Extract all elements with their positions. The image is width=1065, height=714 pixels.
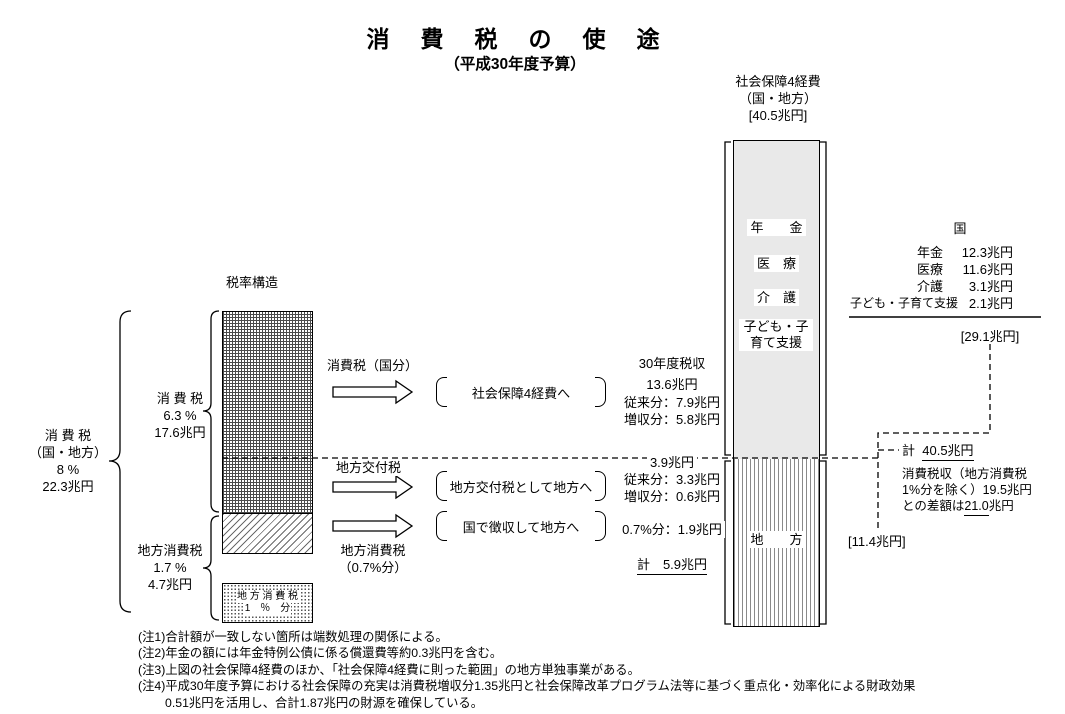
footnotes: (注1)合計額が一致しない箇所は端数処理の関係による。 (注2)年金の額には年金… xyxy=(138,629,1048,711)
flow-arrow-local xyxy=(332,513,414,539)
destination-label: 国で徴収して地方へ xyxy=(462,519,580,535)
flow-arrow-kofu xyxy=(332,474,414,500)
footnote-4: (注4)平成30年度予算における社会保障の充実は消費税増収分1.35兆円と社会保… xyxy=(138,679,916,694)
expense-bar-heading-line2: （国・地方） xyxy=(738,91,817,106)
diff-note-pre: 消費税収（地方消費税1%分を除く）19.5兆円との差額は xyxy=(902,467,1032,513)
breakdown-row-value: 12.3兆円 xyxy=(961,245,1013,260)
total-tax-label: 消 費 税 （国・地方） 8 % 22.3兆円 xyxy=(16,427,120,495)
national-tax-label-line2: 6.3 % xyxy=(163,408,197,423)
breakdown-row-childcare: 子ども・子育て支援 2.1兆円 xyxy=(0,295,1065,312)
destination-label: 社会保障4経費へ xyxy=(471,385,571,401)
local-one-percent-label-line1: 地 方 消 費 税 xyxy=(235,591,300,603)
expense-bar-heading-line1: 社会保障4経費 xyxy=(735,74,821,89)
footnote-4-continued: 0.51兆円を活用し、合計1.87兆円の財源を確保している。 xyxy=(165,695,484,710)
flow-label-local: 地方消費税 （0.7%分） xyxy=(325,542,421,576)
revenue-national-increase: 増収分：5.8兆円 xyxy=(616,411,728,428)
expense-local-label: 地 方 xyxy=(734,531,819,548)
breakdown-national-subtotal: [29.1兆円] xyxy=(960,329,1020,344)
breakdown-row-value: 2.1兆円 xyxy=(968,296,1013,311)
national-tax-label: 消 費 税 6.3 % 17.6兆円 xyxy=(138,390,222,441)
destination-box-local: 国で徴収して地方へ xyxy=(436,511,606,541)
flow-arrow-national xyxy=(332,379,414,405)
page-title: 消 費 税 の 使 途 xyxy=(366,26,664,52)
local-tax-label-line1: 地方消費税 xyxy=(137,543,203,558)
breakdown-row-value: 3.1兆円 xyxy=(968,279,1013,294)
tax-rate-bar-national-section xyxy=(223,312,312,513)
tax-structure-heading: 税率構造 xyxy=(226,275,279,290)
breakdown-row-nursing: 介護 3.1兆円 xyxy=(0,278,1065,295)
local-one-percent-box: 地 方 消 費 税 1 ％ 分 xyxy=(222,583,313,623)
breakdown-heading: 国 xyxy=(953,221,967,236)
expense-item-medical: 医 療 xyxy=(734,255,819,272)
national-tax-label-line1: 消 費 税 xyxy=(156,391,204,406)
diff-note-post: 兆円 xyxy=(988,499,1014,513)
revenue-column: 30年度税収 13.6兆円 従来分：7.9兆円 増収分：5.8兆円 3.9兆円 … xyxy=(616,0,728,714)
destination-label: 地方交付税として地方へ xyxy=(449,479,593,495)
breakdown-total-prefix: 計 xyxy=(902,443,916,458)
revenue-kofu-increase: 増収分：0.6兆円 xyxy=(616,488,728,505)
flow-label-local-line1: 地方消費税 xyxy=(340,543,406,558)
local-one-percent-label-line2: 1 ％ 分 xyxy=(243,603,292,615)
breakdown-total: 計 40.5兆円 xyxy=(902,442,974,461)
breakdown-row-label: 医療 xyxy=(917,262,944,277)
tax-rate-bar-local-section xyxy=(223,513,312,553)
breakdown-total-value: 40.5兆円 xyxy=(922,442,974,461)
total-tax-label-line1: 消 費 税 xyxy=(44,428,92,443)
expense-bar-heading: 社会保障4経費 （国・地方） [40.5兆円] xyxy=(718,73,838,124)
breakdown-row-value: 11.6兆円 xyxy=(962,262,1013,277)
local-tax-label-line2: 1.7 % xyxy=(153,560,187,575)
breakdown-row-label: 介護 xyxy=(917,279,944,294)
breakdown-diff-note: 消費税収（地方消費税1%分を除く）19.5兆円との差額は21.0兆円 xyxy=(902,466,1044,516)
local-tax-label-line3: 4.7兆円 xyxy=(147,577,193,592)
revenue-kofu-existing: 従来分：3.3兆円 xyxy=(616,471,728,488)
expense-item-pension: 年 金 xyxy=(734,219,819,236)
local-tax-label: 地方消費税 1.7 % 4.7兆円 xyxy=(126,542,214,593)
social-security-bar: 年 金 医 療 介 護 子ども・子育て支援 地 方 xyxy=(733,140,820,627)
total-tax-label-line2: （国・地方） xyxy=(28,445,107,460)
breakdown-row-label: 年金 xyxy=(917,245,944,260)
breakdown-row-pension: 年金 12.3兆円 xyxy=(0,244,1065,261)
destination-box-social-security: 社会保障4経費へ xyxy=(436,377,606,407)
breakdown-local-subtotal: [11.4兆円] xyxy=(848,534,906,549)
revenue-local-total: 計 5.9兆円 xyxy=(616,556,728,575)
revenue-kofu-total: 3.9兆円 xyxy=(616,454,728,471)
flow-label-local-line2: （0.7%分） xyxy=(338,560,408,575)
expense-item-nursing: 介 護 xyxy=(734,289,819,306)
revenue-national-existing: 従来分：7.9兆円 xyxy=(616,394,728,411)
national-tax-label-line3: 17.6兆円 xyxy=(154,425,206,440)
revenue-national-total: 13.6兆円 xyxy=(616,376,728,395)
diff-note-underline: 21.0 xyxy=(964,498,989,516)
revenue-local-amount: 0.7%分：1.9兆円 xyxy=(616,521,728,538)
page-subtitle: （平成30年度予算） xyxy=(444,56,586,73)
flow-label-national: 消費税（国分） xyxy=(327,358,419,373)
total-tax-label-line3: 8 % xyxy=(56,462,80,477)
breakdown-row-medical: 医療 11.6兆円 xyxy=(0,261,1065,278)
footnote-2: (注2)年金の額には年金特例公債に係る償還費等約0.3兆円を含む。 xyxy=(138,646,503,661)
flow-label-kofu: 地方交付税 xyxy=(333,459,405,476)
total-tax-label-line4: 22.3兆円 xyxy=(42,479,94,494)
expense-bar-heading-line3: [40.5兆円] xyxy=(748,108,808,123)
revenue-heading: 30年度税収 xyxy=(616,355,728,372)
footnote-1: (注1)合計額が一致しない箇所は端数処理の関係による。 xyxy=(138,630,448,644)
expense-bar-bracket-right-bottom xyxy=(820,460,827,625)
expense-item-childcare: 子ども・子育て支援 xyxy=(739,319,813,351)
tax-rate-bar xyxy=(222,311,313,554)
destination-box-kofu: 地方交付税として地方へ xyxy=(436,471,606,501)
breakdown-row-label: 子ども・子育て支援 xyxy=(850,296,959,310)
footnote-3: (注3)上図の社会保障4経費のほか、「社会保障4経費に則った範囲」の地方単独事業… xyxy=(138,662,640,677)
